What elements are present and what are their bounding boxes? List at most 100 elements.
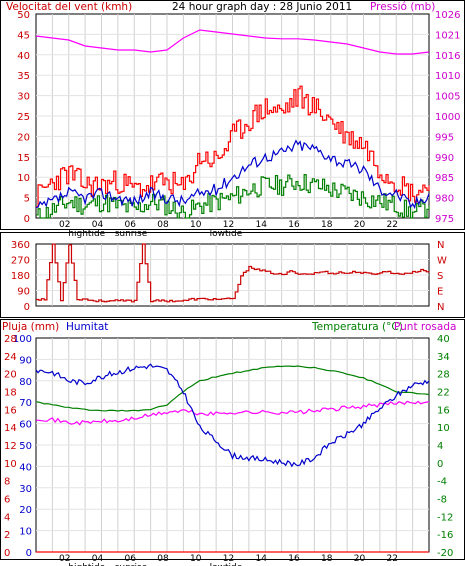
temperature-y-tick-label: -8 xyxy=(437,495,447,506)
humidity-x-tick-label: 10 xyxy=(190,554,202,564)
wind-y-tick-label: 5 xyxy=(24,194,30,205)
temperature-y-tick-label: -4 xyxy=(437,477,447,488)
humidity-y-tick-label: 50 xyxy=(19,441,32,452)
pressure-y-tick-label: 1000 xyxy=(435,112,460,123)
humidity-x-tick-label: 16 xyxy=(288,554,300,564)
rain-y-tick-label: 0 xyxy=(4,548,10,559)
temperature-y-tick-label: 34 xyxy=(437,352,450,363)
wind-x-tick-label: 20 xyxy=(354,220,366,230)
humidity-y-tick-label: 20 xyxy=(19,505,32,516)
direction-y-tick-label: 360 xyxy=(11,240,30,251)
wind-y-tick-label: 20 xyxy=(17,132,30,143)
wind-x-tick-label: 02 xyxy=(59,220,70,230)
temperature-y-tick-label: -20 xyxy=(437,548,453,559)
humidity-x-tick-label: 14 xyxy=(256,554,268,564)
humidity-y-tick-label: 90 xyxy=(19,355,32,366)
humidity-x-tick-label: 20 xyxy=(354,554,366,564)
humidity-x-tick-label: 08 xyxy=(157,554,169,564)
direction-y-tick-label: 0 xyxy=(24,302,30,313)
temperature-series xyxy=(35,365,430,412)
wind-x-tick-label: 18 xyxy=(321,220,333,230)
temperature-y-tick-label: 10 xyxy=(437,423,450,434)
wind-y-tick-label: 30 xyxy=(17,92,30,103)
wind-y-tick-label: 25 xyxy=(17,112,30,123)
humidity-y-tick-label: 80 xyxy=(19,377,32,388)
wind-y-tick-label: 0 xyxy=(24,214,30,225)
pressure-y-tick-label: 1010 xyxy=(435,71,460,82)
wind-x-tick-label: 06 xyxy=(125,220,137,230)
pressure-series xyxy=(35,29,430,55)
dew-point-title: Punt rosada xyxy=(394,321,456,333)
humidity-y-tick-label: 70 xyxy=(19,398,32,409)
humidity-event-sunrise: sunrise xyxy=(115,563,148,566)
rain-y-tick-label: 18 xyxy=(4,388,17,399)
humidity-y-tick-label: 30 xyxy=(19,484,32,495)
compass-label: N xyxy=(437,240,444,251)
temperature-y-tick-label: -12 xyxy=(437,512,453,523)
temperature-y-tick-label: 16 xyxy=(437,405,450,416)
wind-x-tick-label: 08 xyxy=(157,220,169,230)
rain-y-tick-label: 4 xyxy=(4,512,10,523)
rain-y-tick-label: 2 xyxy=(4,530,10,541)
humidity-x-tick-label: 06 xyxy=(125,554,137,564)
wind-gust-series xyxy=(36,85,430,208)
rain-y-tick-label: 20 xyxy=(4,370,17,381)
dew-point-series xyxy=(35,400,430,426)
wind-x-tick-label: 16 xyxy=(288,220,300,230)
compass-label: E xyxy=(437,287,443,298)
direction-y-tick-label: 90 xyxy=(17,287,30,298)
pressure-title: Pressió (mb) xyxy=(370,1,435,13)
humidity-title: Humitat xyxy=(66,321,108,333)
wind-y-tick-label: 10 xyxy=(17,173,30,184)
pressure-y-tick-label: 980 xyxy=(435,194,454,205)
pressure-y-tick-label: 990 xyxy=(435,153,454,164)
pressure-y-tick-label: 1005 xyxy=(435,92,460,103)
humidity-y-tick-label: 10 xyxy=(19,527,32,538)
rain-y-tick-label: 24 xyxy=(4,352,17,363)
humidity-y-tick-label: 100 xyxy=(13,334,32,345)
temperature-y-tick-label: 22 xyxy=(437,388,450,399)
wind-event-lowtide: lowtide xyxy=(210,229,243,239)
rain-y-tick-label: 10 xyxy=(4,459,17,470)
humidity-y-tick-label: 40 xyxy=(19,462,32,473)
pressure-y-tick-label: 1021 xyxy=(435,30,460,41)
wind-x-tick-label: 10 xyxy=(190,220,202,230)
humidity-series xyxy=(35,363,430,468)
wind-x-tick-label: 14 xyxy=(256,220,268,230)
wind-event-sunrise: sunrise xyxy=(115,229,148,239)
pressure-y-tick-label: 995 xyxy=(435,132,454,143)
graph-main-title: 24 hour graph day : 28 Junio 2011 xyxy=(172,1,352,13)
humidity-event-lowtide: lowtide xyxy=(210,563,243,566)
wind-x-tick-label: 04 xyxy=(92,220,104,230)
pressure-y-tick-label: 975 xyxy=(435,214,454,225)
temperature-y-tick-label: -16 xyxy=(437,530,453,541)
compass-label: N xyxy=(437,302,444,313)
humidity-x-tick-label: 18 xyxy=(321,554,333,564)
humidity-x-tick-label: 12 xyxy=(223,554,234,564)
pressure-y-tick-label: 985 xyxy=(435,173,454,184)
wind-x-tick-label: 12 xyxy=(223,220,234,230)
rain-y-tick-label: 8 xyxy=(4,477,10,488)
humidity-x-tick-label: 04 xyxy=(92,554,104,564)
rain-y-tick-label: 12 xyxy=(4,441,17,452)
humidity-x-tick-label: 22 xyxy=(387,554,398,564)
wind-speed-title: Velocitat del vent (kmh) xyxy=(6,1,132,13)
temperature-y-tick-label: 28 xyxy=(437,370,450,381)
wind-y-tick-label: 45 xyxy=(17,30,30,41)
humidity-event-hightide: hightide xyxy=(68,563,105,566)
direction-series xyxy=(36,243,430,303)
wind-average-series xyxy=(35,139,430,210)
pressure-y-tick-label: 1026 xyxy=(435,10,460,21)
temperature-y-tick-label: 0 xyxy=(437,459,443,470)
temperature-y-tick-label: 4 xyxy=(437,441,443,452)
pressure-y-tick-label: 1016 xyxy=(435,51,460,62)
rain-y-tick-label: 16 xyxy=(4,405,17,416)
rain-y-tick-label: 6 xyxy=(4,495,10,506)
wind-min-series xyxy=(36,174,430,219)
temperature-y-tick-label: 40 xyxy=(437,334,450,345)
temperature-title: Temperatura (°C) xyxy=(311,321,403,333)
wind-y-tick-label: 35 xyxy=(17,71,30,82)
humidity-y-tick-label: 0 xyxy=(26,548,32,559)
